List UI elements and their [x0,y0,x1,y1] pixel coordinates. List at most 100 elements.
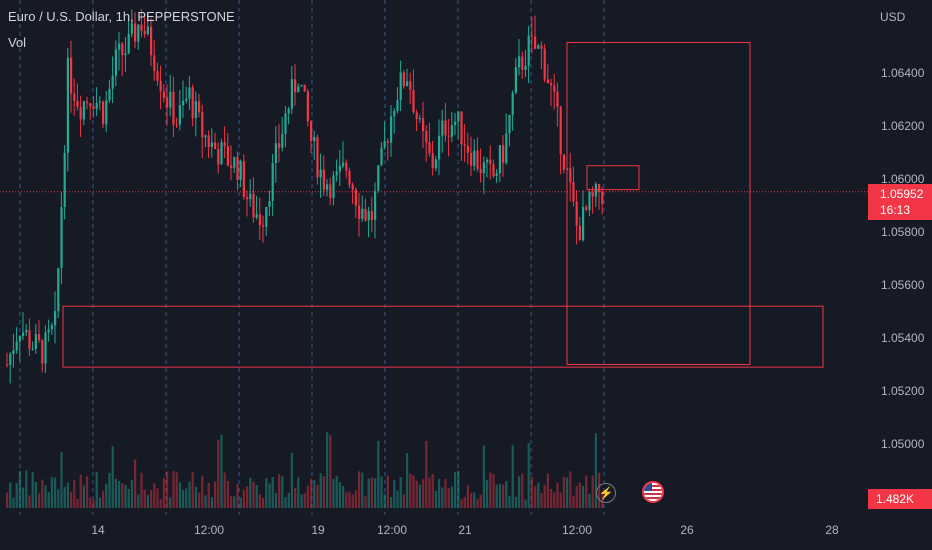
volume-bar [572,495,575,508]
volume-bar [575,486,578,508]
candle-body [345,162,348,171]
candle-body [41,340,44,364]
volume-bar [124,484,127,508]
volume-bar [271,477,274,508]
candle-body [441,120,444,136]
candle-body [470,152,473,166]
candle-body [460,111,463,145]
candle-body [73,93,76,102]
volume-bar [569,471,572,508]
candle-body [297,86,300,93]
volume-bar [351,494,354,508]
candle-body [79,107,82,120]
volume-bar [220,434,223,508]
volume-bar [543,484,546,508]
candle-body [124,53,127,56]
volume-bar [454,471,457,508]
price-tick-label: 1.05600 [881,278,925,292]
volume-indicator-label[interactable]: Vol [8,35,27,50]
candle-body [198,101,201,113]
volume-bar [425,440,428,508]
volume-bar [191,472,194,508]
volume-bar [412,475,415,508]
candle-body [169,91,172,108]
candle-body [585,207,588,210]
candle-body [486,159,489,163]
candle-body [364,208,367,221]
candle-body [105,100,108,125]
candle-body [588,192,591,210]
candle-body [281,133,284,148]
price-zone-box [62,305,824,368]
volume-bar [527,442,530,508]
us-flag-icon[interactable] [642,481,664,503]
candle-body [162,91,165,98]
candle-body [434,159,437,169]
candle-body [319,169,322,178]
us-flag-graphic [644,483,662,501]
volume-bar [284,497,287,508]
candle-body [409,81,412,91]
candle-body [454,121,457,126]
volume-bar [374,478,377,508]
volume-bar [486,479,489,508]
candle-body [594,184,597,197]
volume-bar [239,497,242,508]
volume-bar [338,482,341,508]
volume-bar [194,486,197,508]
volume-bar [319,473,322,508]
volume-bar [521,473,524,508]
volume-bar [172,471,175,508]
volume-bar [185,488,188,508]
candle-body [252,193,255,218]
candle-body [172,91,175,125]
volume-bar [476,499,479,508]
price-axis-currency[interactable]: USD [880,10,906,24]
candle-body [582,207,585,241]
candle-body [514,67,517,93]
volume-bar [76,498,79,508]
volume-bar [370,477,373,508]
candle-body [553,85,556,92]
volume-bar [121,483,124,508]
volume-bar [428,477,431,508]
symbol-title[interactable]: Euro / U.S. Dollar, 1h, PEPPERSTONE [8,9,235,24]
volume-bar [406,453,409,508]
candle-body [102,101,105,125]
candle-body [482,162,485,174]
volume-bar [31,472,34,508]
volume-bar [511,445,514,508]
candle-body [540,45,543,49]
volume-bar [559,492,562,508]
volume-bar [169,497,172,508]
candle-body [543,48,546,80]
time-tick-label: 21 [458,523,472,537]
volume-bar [134,459,137,508]
price-tick-label: 1.05200 [881,384,925,398]
candle-body [444,120,447,136]
candle-body [249,193,252,200]
volume-bar [54,477,57,508]
candle-body [495,173,498,177]
volume-bar [329,435,332,508]
volume-bar [143,489,146,508]
volume-bar [393,479,396,508]
candle-body [530,35,533,37]
candle-body [63,152,66,207]
candle-body [287,108,290,114]
volume-bar [498,483,501,508]
candle-body [316,137,319,178]
candle-body [92,106,95,109]
candle-body [118,43,121,50]
lightning-icon[interactable]: ⚡ [596,483,616,503]
volume-bar [15,483,18,508]
volume-bar [57,489,60,508]
candle-body [559,106,562,155]
volume-bar [508,495,511,508]
volume-bar [313,480,316,508]
candle-body [95,102,98,109]
volume-bar [63,486,66,508]
volume-bar [137,494,140,508]
